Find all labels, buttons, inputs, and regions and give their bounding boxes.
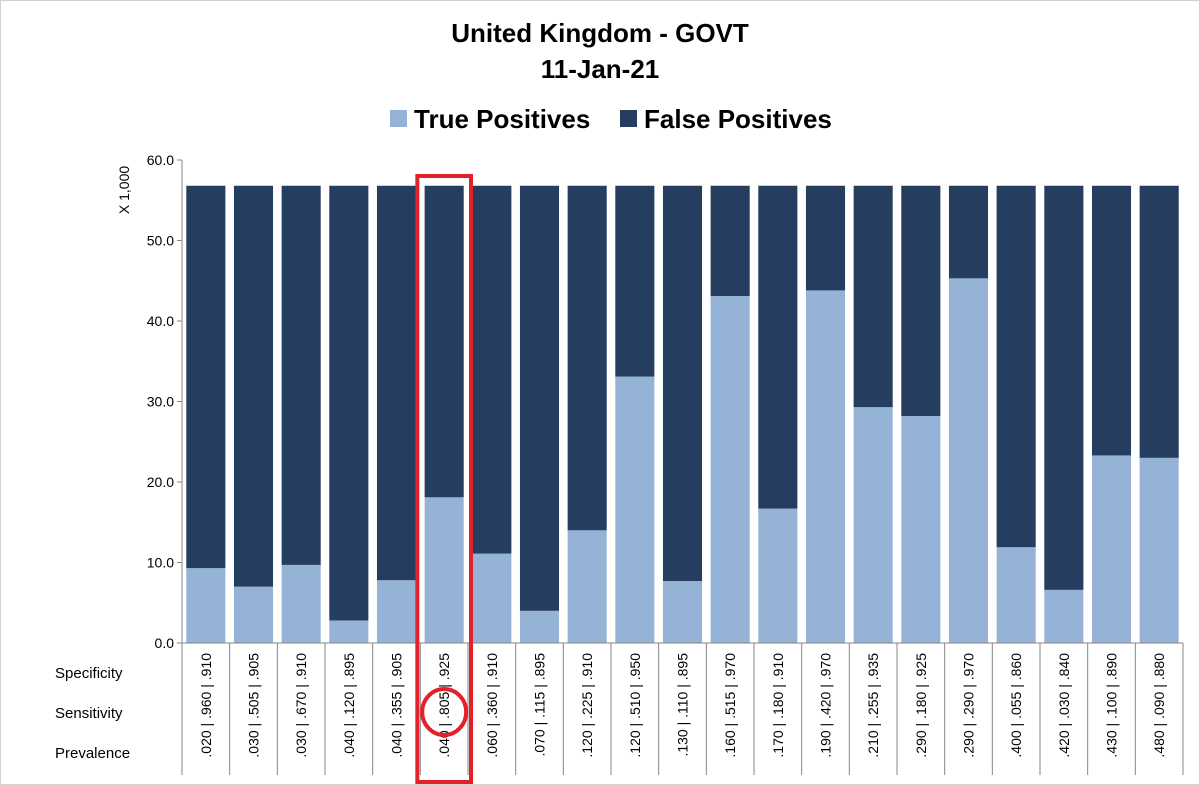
legend-label-true-positives: True Positives [414, 104, 590, 134]
bar-true-positives [233, 586, 274, 643]
x-tick-label: .120 | .510 | .950 [627, 653, 643, 758]
bar-false-positives [519, 185, 560, 611]
bar-true-positives [615, 376, 655, 643]
bar-false-positives [615, 185, 655, 377]
bar-false-positives [710, 185, 750, 297]
x-tick-label: .190 | .420 | .970 [818, 653, 834, 758]
x-tick-label: .430 | .100 | .890 [1104, 653, 1120, 758]
bar-true-positives [758, 508, 798, 643]
x-tick-label: .030 | .670 | .910 [293, 653, 309, 758]
x-tick-label: .020 | .960 | .910 [198, 653, 214, 758]
y-tick-label: 10.0 [147, 555, 174, 571]
bar-false-positives [376, 185, 417, 581]
x-tick-label: .210 | .255 | .935 [865, 653, 881, 758]
y-axis-label: X 1,000 [116, 166, 132, 214]
legend-swatch-true-positives [390, 110, 407, 127]
legend: True Positives False Positives [390, 104, 832, 134]
row-label-specificity: Specificity [55, 665, 123, 682]
bars [186, 185, 1179, 643]
legend-label-false-positives: False Positives [644, 104, 832, 134]
y-tick-label: 40.0 [147, 313, 174, 329]
bar-false-positives [281, 185, 321, 565]
x-tick-label: .040 | .355 | .905 [389, 653, 405, 758]
y-tick-label: 0.0 [155, 635, 175, 651]
bar-true-positives [519, 610, 560, 643]
category-labels: .020 | .960 | .910 .030 | .505 | .905 .030… [198, 653, 1167, 758]
row-label-sensitivity: Sensitivity [55, 705, 123, 722]
bar-true-positives [329, 620, 369, 643]
legend-swatch-false-positives [620, 110, 637, 127]
bar-false-positives [472, 185, 512, 554]
bar-false-positives [424, 185, 464, 498]
x-tick-label: .040 | .805 | .925 [436, 653, 452, 758]
x-tick-label: .170 | .180 | .910 [770, 653, 786, 758]
x-tick-label: .290 | .290 | .970 [961, 653, 977, 758]
bar-false-positives [948, 185, 989, 279]
bar-true-positives [1091, 455, 1132, 643]
highlight-box [415, 174, 474, 784]
y-axis-ticks: 0.0 10.0 20.0 30.0 40.0 50.0 60.0 [147, 152, 182, 651]
x-tick-label: .040 | .120 | .895 [341, 653, 357, 758]
bar-false-positives [567, 185, 607, 531]
x-tick-label: .120 | .225 | .910 [579, 653, 595, 758]
bar-true-positives [662, 581, 703, 643]
bar-false-positives [853, 185, 893, 408]
x-tick-label: .030 | .505 | .905 [246, 653, 262, 758]
x-tick-label: .480 | .090 | .880 [1151, 653, 1167, 758]
bar-false-positives [901, 185, 941, 416]
bar-true-positives [805, 290, 846, 643]
bar-true-positives [424, 497, 464, 643]
x-tick-label: .130 | .110 | .895 [675, 653, 691, 757]
bar-false-positives [1139, 185, 1179, 458]
bar-false-positives [758, 185, 798, 509]
bar-false-positives [329, 185, 369, 621]
x-tick-label: .420 | .030 | .840 [1056, 653, 1072, 758]
y-tick-label: 30.0 [147, 394, 174, 410]
bar-false-positives [1091, 185, 1132, 456]
bar-true-positives [376, 580, 417, 643]
bar-true-positives [710, 296, 750, 643]
y-tick-label: 50.0 [147, 233, 174, 249]
bar-false-positives [1044, 185, 1084, 590]
bar-false-positives [662, 185, 703, 582]
bar-true-positives [901, 415, 941, 643]
x-tick-label: .400 | .055 | .860 [1008, 653, 1024, 758]
bar-true-positives [281, 564, 321, 643]
bar-false-positives [186, 185, 226, 569]
chart-subtitle: 11-Jan-21 [541, 54, 660, 84]
highlight-circle [420, 687, 469, 737]
bar-false-positives [996, 185, 1036, 548]
bar-true-positives [948, 278, 989, 643]
y-tick-label: 20.0 [147, 474, 174, 490]
bar-true-positives [186, 568, 226, 643]
bar-true-positives [1044, 589, 1084, 643]
x-tick-label: .160 | .515 | .970 [722, 653, 738, 758]
bar-false-positives [805, 185, 846, 291]
bar-true-positives [853, 407, 893, 643]
chart-title: United Kingdom - GOVT [451, 18, 749, 48]
x-tick-label: .060 | .360 | .910 [484, 653, 500, 758]
x-tick-label: .070 | .115 | .895 [532, 653, 548, 757]
bar-true-positives [1139, 457, 1179, 643]
bar-false-positives [233, 185, 274, 587]
bar-true-positives [472, 553, 512, 643]
y-tick-label: 60.0 [147, 152, 174, 168]
x-tick-label: .290 | .180 | .925 [913, 653, 929, 758]
bar-true-positives [567, 530, 607, 643]
row-label-prevalence: Prevalence [55, 745, 130, 762]
bar-true-positives [996, 547, 1036, 643]
